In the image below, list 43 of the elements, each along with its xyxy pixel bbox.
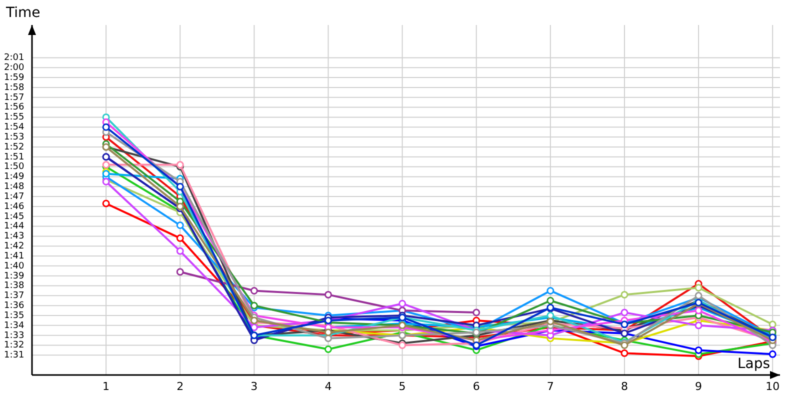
x-tick-label: 3 [250, 380, 258, 393]
y-tick-label: 1:38 [4, 281, 24, 292]
y-tick-label: 1:35 [4, 310, 24, 321]
y-tick-label: 1:49 [4, 172, 24, 182]
x-tick-label: 7 [546, 380, 554, 393]
x-tick-label: 6 [472, 380, 480, 393]
y-tick-label: 1:43 [4, 232, 24, 242]
y-tick-label: 1:56 [4, 102, 24, 113]
y-tick-label: 2:01 [4, 53, 24, 64]
y-axis-title: Time [5, 5, 40, 21]
x-tick-label: 4 [324, 380, 332, 393]
y-tick-label: 1:55 [4, 112, 24, 123]
y-tick-label: 1:50 [4, 162, 24, 172]
x-tick-label: 8 [620, 380, 628, 393]
y-tick-label: 1:59 [4, 73, 24, 84]
x-tick-label: 1 [102, 380, 110, 393]
y-tick-label: 1:53 [4, 132, 24, 143]
y-tick-label: 1:51 [4, 152, 24, 162]
x-tick-label: 10 [766, 380, 780, 393]
y-tick-label: 1:45 [4, 212, 24, 222]
y-tick-label: 1:39 [4, 271, 24, 282]
y-tick-label: 1:44 [4, 222, 24, 232]
y-tick-label: 1:54 [4, 122, 24, 133]
y-tick-label: 1:57 [4, 92, 24, 103]
y-tick-label: 1:31 [4, 350, 24, 361]
y-tick-label: 1:32 [4, 340, 24, 351]
x-tick-label: 5 [398, 380, 406, 393]
y-tick-label: 2:00 [4, 63, 24, 74]
y-tick-label: 1:36 [4, 301, 24, 312]
x-axis-title: Laps [737, 356, 770, 372]
y-tick-label: 1:42 [4, 242, 24, 252]
y-tick-label: 1:33 [4, 330, 24, 341]
x-tick-label: 2 [176, 380, 184, 393]
x-tick-label: 9 [695, 380, 702, 393]
y-tick-label: 1:58 [4, 82, 24, 93]
y-tick-label: 1:41 [4, 251, 24, 262]
y-tick-label: 1:48 [4, 182, 24, 192]
y-tick-label: 1:34 [4, 320, 24, 331]
y-tick-label: 1:46 [4, 202, 24, 212]
y-tick-label: 1:40 [4, 261, 24, 272]
y-tick-label: 1:37 [4, 291, 24, 302]
y-tick-label: 1:52 [4, 142, 24, 152]
y-tick-label: 1:47 [4, 192, 24, 202]
